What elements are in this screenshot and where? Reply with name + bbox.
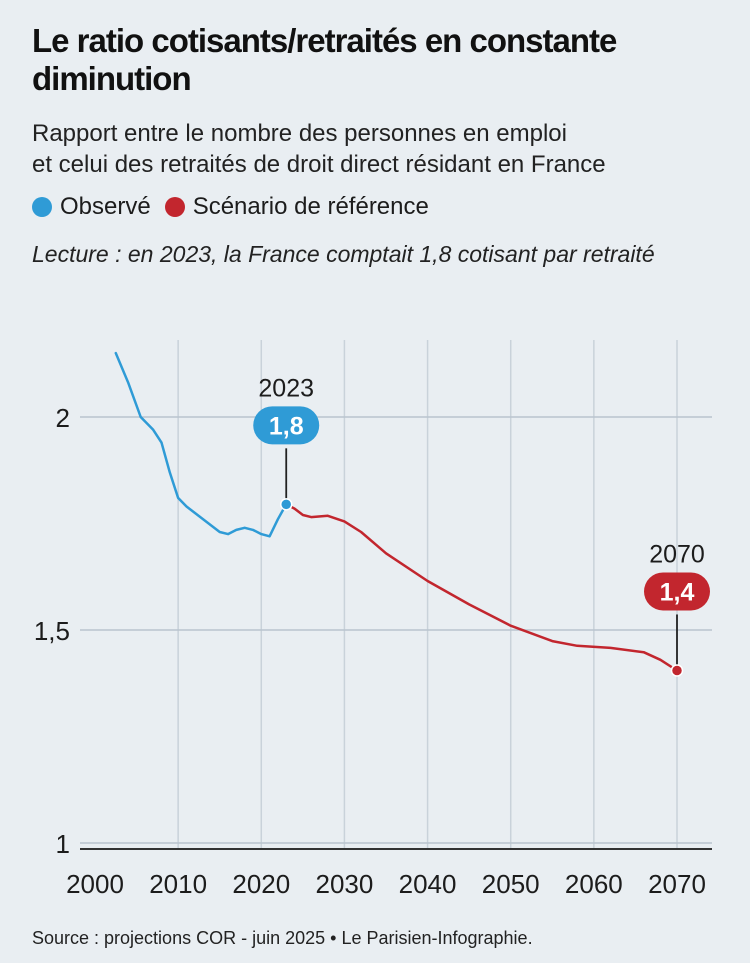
data-point-2070	[670, 664, 684, 677]
legend-scenario-label: Scénario de référence	[192, 193, 429, 220]
subtitle-line-2: et celui des retraités de droit direct r…	[32, 151, 606, 178]
subtitle-line-1: Rapport entre le nombre des personnes en…	[32, 120, 567, 147]
annotation-year-2070: 2070	[649, 540, 705, 568]
chart-subtitle: Rapport entre le nombre des personnes en…	[32, 118, 732, 180]
series-line-scenario	[284, 503, 679, 672]
x-tick-label: 2060	[565, 869, 623, 899]
x-tick-label: 2040	[399, 869, 457, 899]
x-tick-label: 2050	[482, 869, 540, 899]
legend-observe-label: Observé	[60, 193, 151, 220]
y-tick-label: 1	[56, 829, 70, 859]
annotation-value-2070: 1,4	[660, 578, 695, 606]
y-tick-label: 2	[56, 403, 70, 433]
annotation-pill-2070	[644, 572, 710, 611]
legend: Observé Scénario de référence	[32, 192, 443, 222]
line-chart: 1 1,5 2 2000 2010 2020 2030 2040 2050 2060 2070 1,8…	[34, 340, 712, 899]
legend-item-scenario: Scénario de référence	[164, 192, 429, 222]
x-tick-label: 2020	[232, 869, 290, 899]
legend-observe-dot-icon	[32, 197, 52, 217]
annotation-year-2023: 2023	[258, 374, 314, 402]
annotation-pill-2023	[253, 406, 320, 445]
series-line-observe	[114, 351, 288, 538]
chart-title: Le ratio cotisants/retraités en constant…	[32, 22, 617, 97]
legend-item-observe: Observé	[32, 192, 151, 222]
reading-note: Lecture : en 2023, la France comptait 1,…	[32, 241, 655, 267]
x-tick-label: 2070	[648, 869, 706, 899]
data-point-2023	[279, 498, 293, 511]
y-tick-label: 1,5	[34, 616, 70, 646]
x-tick-label: 2010	[149, 869, 207, 899]
annotation-value-2023: 1,8	[269, 412, 304, 440]
x-tick-label: 2030	[316, 869, 374, 899]
source-note: Source : projections COR - juin 2025 • L…	[32, 928, 533, 948]
legend-scenario-dot-icon	[164, 197, 185, 217]
x-tick-label: 2000	[66, 869, 124, 899]
